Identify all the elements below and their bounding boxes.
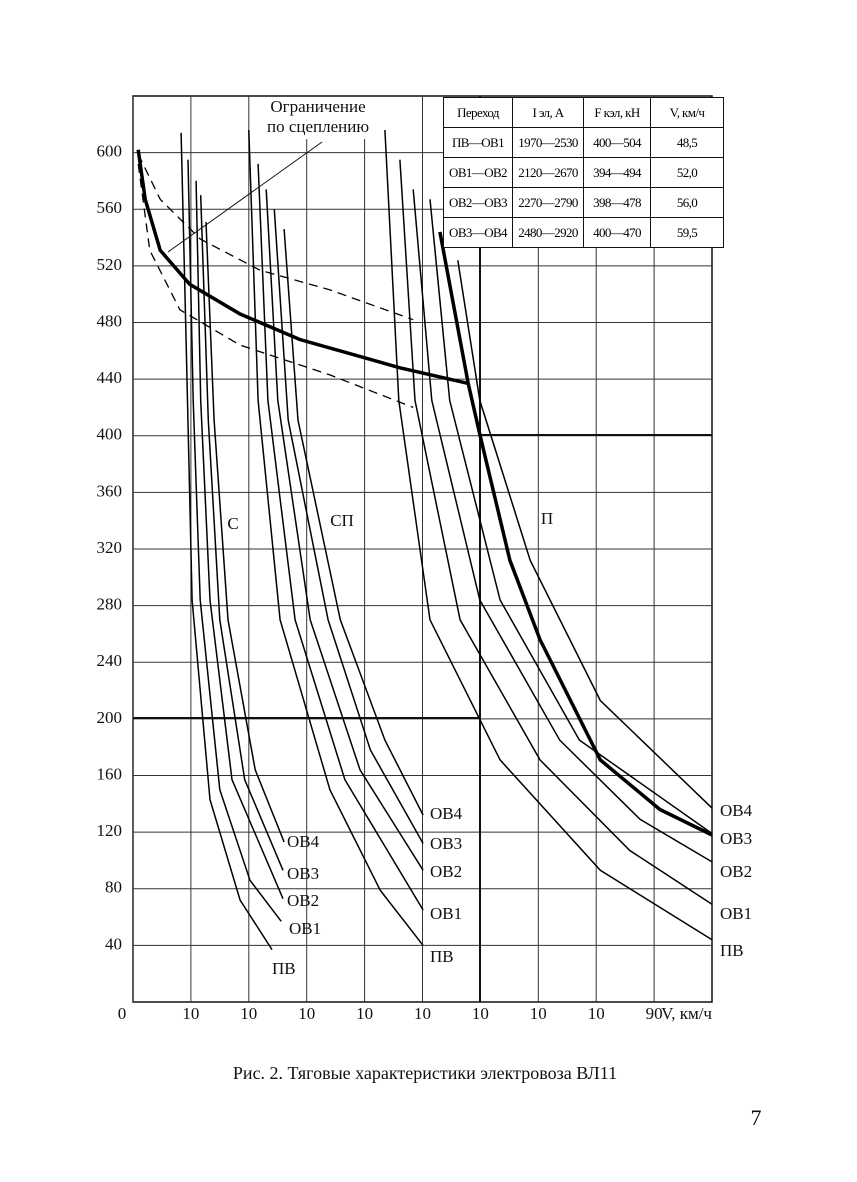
group-label: СП xyxy=(330,511,354,530)
table-cell: 1970—2530 xyxy=(512,127,584,158)
traction-curve xyxy=(180,132,273,951)
table-cell: 2270—2790 xyxy=(512,187,584,218)
y-tick-label: 280 xyxy=(97,595,123,614)
y-tick-label: 440 xyxy=(97,368,123,387)
y-tick-label: 400 xyxy=(97,425,123,444)
y-tick-label: 40 xyxy=(105,934,122,953)
series-label: ОВ2 xyxy=(287,891,319,910)
table-row: ОВ2—ОВ3 2270—2790 398—478 56,0 xyxy=(443,187,724,218)
traction-curve xyxy=(399,159,713,905)
series-label: ПВ xyxy=(430,947,454,966)
table-cell: 2120—2670 xyxy=(512,157,584,188)
series-label: ПВ xyxy=(720,941,744,960)
series-label: ОВ4 xyxy=(720,801,753,820)
traction-curve xyxy=(384,129,713,941)
table-cell: 56,0 xyxy=(650,187,724,218)
y-tick-label: 600 xyxy=(97,142,123,161)
series-label: ОВ1 xyxy=(289,919,321,938)
x-tick-label: 10 xyxy=(530,1004,547,1023)
table-header-cell: F кэл, кН xyxy=(583,97,651,128)
table-cell: 400—504 xyxy=(583,127,651,158)
annotation-line: Ограничение xyxy=(270,97,365,116)
series-label: ОВ1 xyxy=(430,904,462,923)
table-cell: 48,5 xyxy=(650,127,724,158)
series-label: ОВ4 xyxy=(430,804,463,823)
y-tick-label: 160 xyxy=(97,764,123,783)
series-label: ПВ xyxy=(272,959,296,978)
x-tick-label: 10 xyxy=(182,1004,199,1023)
table-cell: ОВ1—ОВ2 xyxy=(443,157,513,188)
table-cell: 394—494 xyxy=(583,157,651,188)
x-tick-label: 0 xyxy=(118,1004,127,1023)
table-cell: ОВ2—ОВ3 xyxy=(443,187,513,218)
table-row: ОВ1—ОВ2 2120—2670 394—494 52,0 xyxy=(443,157,724,188)
series-label: ОВ1 xyxy=(720,904,752,923)
y-tick-label: 520 xyxy=(97,255,123,274)
traction-curve xyxy=(187,159,282,922)
current-limit-curve xyxy=(137,153,414,321)
current-limit-curve xyxy=(137,163,414,409)
traction-curve xyxy=(195,180,284,899)
x-tick-label: 10 xyxy=(240,1004,257,1023)
table-row: ПВ—ОВ1 1970—2530 400—504 48,5 xyxy=(443,127,724,158)
x-tick-label: 10 xyxy=(356,1004,373,1023)
y-tick-label: 80 xyxy=(105,878,122,897)
adhesion-limit-curve xyxy=(136,149,469,386)
traction-curve xyxy=(457,260,713,809)
table-row: ОВ3—ОВ4 2480—2920 400—470 59,5 xyxy=(443,217,724,248)
traction-curve xyxy=(248,129,424,946)
table-header-cell: V, км/ч xyxy=(650,97,724,128)
series-label: ОВ4 xyxy=(287,832,320,851)
x-tick-label: 10 xyxy=(588,1004,605,1023)
table-cell: 59,5 xyxy=(650,217,724,248)
series-label: ОВ3 xyxy=(287,864,319,883)
series-label: ОВ2 xyxy=(430,862,462,881)
adhesion-limit-curve xyxy=(438,231,713,837)
x-tick-label: 10 xyxy=(414,1004,431,1023)
y-tick-label: 200 xyxy=(97,708,123,727)
y-tick-label: 480 xyxy=(97,311,123,330)
table-cell: 52,0 xyxy=(650,157,724,188)
y-tick-label: 240 xyxy=(97,651,123,670)
traction-curve xyxy=(205,221,285,843)
table-header-cell: I эл, А xyxy=(512,97,584,128)
curves xyxy=(136,129,713,951)
traction-curve xyxy=(257,163,424,911)
x-tick-label: 10 xyxy=(298,1004,315,1023)
table-cell: 398—478 xyxy=(583,187,651,218)
traction-curve xyxy=(273,209,424,844)
x-tick-label: 10 xyxy=(472,1004,489,1023)
group-label: П xyxy=(541,509,553,528)
y-tick-label: 120 xyxy=(97,821,123,840)
traction-curve xyxy=(283,229,424,816)
series-label: ОВ2 xyxy=(720,862,752,881)
group-label: С xyxy=(227,514,238,533)
annotation-line: по сцеплению xyxy=(267,117,369,136)
table-cell: ПВ—ОВ1 xyxy=(443,127,513,158)
caption: Рис. 2. Тяговые характеристики электрово… xyxy=(233,1063,617,1083)
series-label: ОВ3 xyxy=(720,829,752,848)
x-tick-label: 90 xyxy=(646,1004,663,1023)
series-label: ОВ3 xyxy=(430,834,462,853)
y-tick-label: 360 xyxy=(97,481,123,500)
annotation-bg xyxy=(255,97,383,139)
table-cell: ОВ3—ОВ4 xyxy=(443,217,513,248)
traction-curve xyxy=(199,195,284,871)
table-cell: 400—470 xyxy=(583,217,651,248)
table-header-cell: Переход xyxy=(443,97,513,128)
x-axis-label: V, км/ч xyxy=(661,1004,712,1023)
y-tick-label: 560 xyxy=(97,198,123,217)
table-cell: 2480—2920 xyxy=(512,217,584,248)
annotation: Ограничение по сцеплению xyxy=(267,97,369,136)
leader-line xyxy=(167,141,323,253)
traction-curve xyxy=(429,199,713,835)
traction-curve xyxy=(412,189,713,863)
y-tick-label: 320 xyxy=(97,538,123,557)
page-number: 7 xyxy=(751,1105,762,1130)
